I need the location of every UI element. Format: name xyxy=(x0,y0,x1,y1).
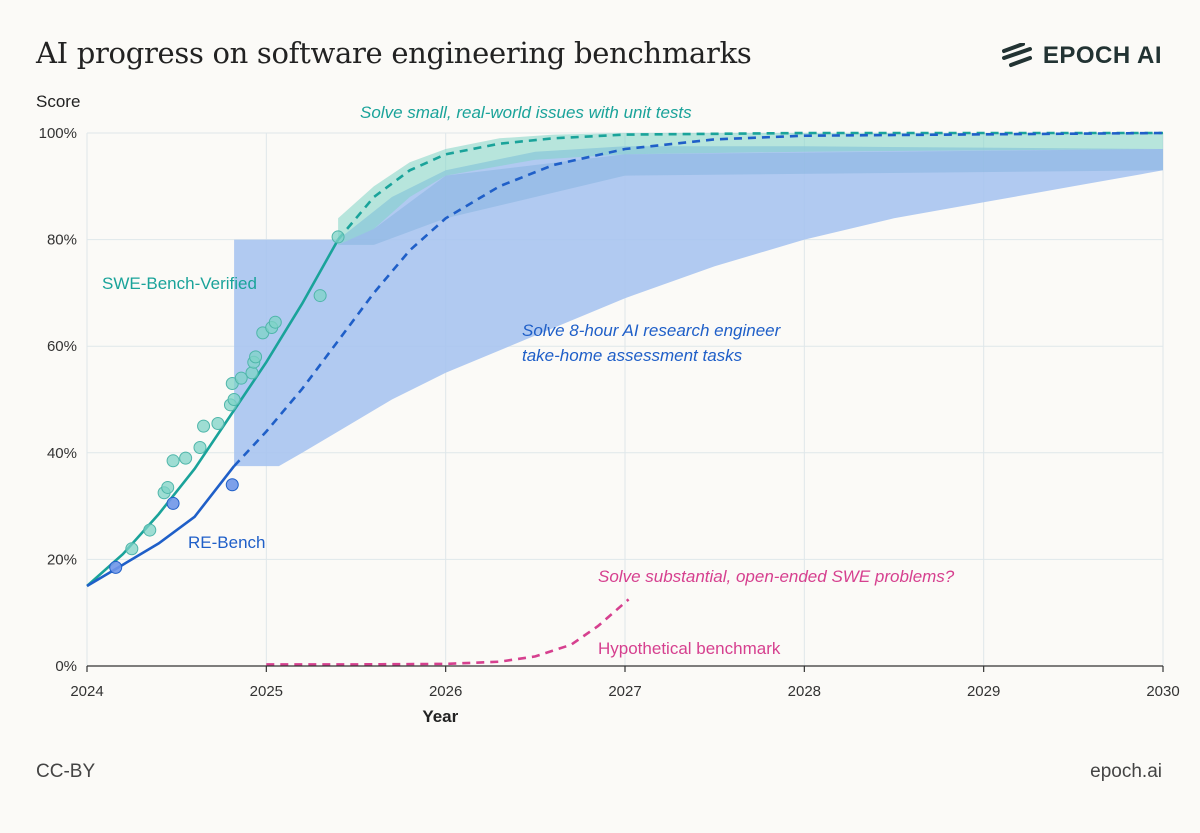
y-tick-label: 40% xyxy=(47,445,77,462)
y-tick-label: 100% xyxy=(39,125,77,142)
swe-bench-point xyxy=(125,542,139,556)
hypothetical-annotation: Solve substantial, open-ended SWE proble… xyxy=(598,567,955,586)
uncertainty-bands xyxy=(234,133,1164,467)
license-label: CC-BY xyxy=(36,761,96,782)
x-tick-label: 2028 xyxy=(788,683,821,700)
swe-bench-point xyxy=(331,230,345,244)
brand-name: EPOCH AI xyxy=(1042,42,1162,69)
site-link[interactable]: epoch.ai xyxy=(1090,761,1162,782)
overlap-band xyxy=(338,149,1164,245)
chart: 2024 2025 2026 2027 2028 2029 2030 0% 20% 40% 60% 8… xyxy=(36,92,1180,726)
x-tick-label: 2025 xyxy=(250,683,283,700)
x-tick-label: 2024 xyxy=(70,683,103,700)
x-tick-label: 2027 xyxy=(608,683,641,700)
swe-bench-point xyxy=(161,480,175,494)
swe-bench-forecast-line xyxy=(337,131,1163,241)
hypothetical-forecast-line xyxy=(266,598,630,666)
swe-bench-point xyxy=(143,523,157,537)
swe-bench-label: SWE-Bench-Verified xyxy=(102,274,257,293)
page-title: AI progress on software engineering benc… xyxy=(36,36,752,70)
x-tick-label: 2030 xyxy=(1146,683,1179,700)
swe-bench-point xyxy=(234,371,248,385)
swe-bench-point xyxy=(179,451,193,465)
swe-bench-point xyxy=(245,366,259,380)
re-bench-label: RE-Bench xyxy=(188,533,265,552)
swe-bench-point xyxy=(166,454,180,468)
swe-bench-point xyxy=(268,315,282,329)
swe-bench-point xyxy=(313,289,327,303)
axes: 2024 2025 2026 2027 2028 2029 2030 0% 20% 40% 60% 8… xyxy=(36,92,1180,726)
y-axis-title: Score xyxy=(36,92,80,111)
swe-bench-point xyxy=(197,419,211,433)
swe-bench-point xyxy=(227,393,241,406)
x-axis-title: Year xyxy=(422,707,458,726)
swe-bench-point xyxy=(193,440,207,454)
x-tick-label: 2029 xyxy=(967,683,1000,700)
x-tick-label: 2026 xyxy=(429,683,462,700)
re-bench-annotation-line2: take-home assessment tasks xyxy=(522,346,743,365)
brand-logo: EPOCH AI xyxy=(1001,42,1162,70)
re-bench-point xyxy=(225,478,239,492)
re-bench-band xyxy=(234,146,1164,467)
data-points xyxy=(109,230,345,574)
swe-bench-point xyxy=(249,350,263,364)
re-bench-point xyxy=(166,496,180,510)
swe-bench-band xyxy=(338,133,1164,245)
re-bench-annotation-line1: Solve 8-hour AI research engineer xyxy=(522,321,782,340)
re-bench-point xyxy=(109,560,123,574)
y-tick-label: 80% xyxy=(47,232,77,249)
epoch-logo-icon xyxy=(1001,43,1032,67)
swe-bench-point xyxy=(211,416,225,430)
y-tick-label: 60% xyxy=(47,338,77,355)
re-bench-forecast-line xyxy=(233,131,1164,467)
y-tick-label: 20% xyxy=(47,551,77,568)
hypothetical-label: Hypothetical benchmark xyxy=(598,639,781,658)
series-labels: SWE-Bench-Verified Solve small, real-worl… xyxy=(102,103,955,658)
swe-bench-annotation: Solve small, real-world issues with unit… xyxy=(360,103,692,122)
y-tick-label: 0% xyxy=(55,658,77,675)
